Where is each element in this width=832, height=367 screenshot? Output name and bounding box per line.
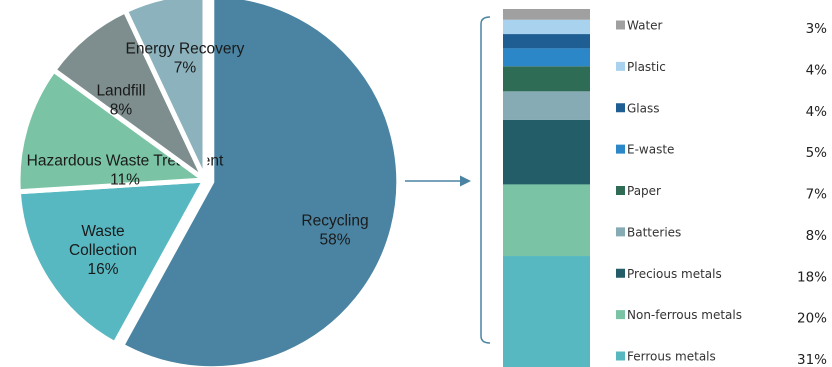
bar-segment-paper [503, 66, 590, 92]
legend-value-batteries: 8% [806, 228, 828, 244]
pie-label-line: 11% [110, 172, 140, 189]
bar-segment-e-waste [503, 48, 590, 67]
bar-segment-plastic [503, 19, 590, 35]
legend-label-non-ferrous-metals: Non-ferrous metals [627, 308, 742, 322]
legend-swatch-glass [616, 103, 625, 113]
legend-label-water: Water [627, 19, 663, 33]
legend-label-plastic: Plastic [627, 60, 666, 74]
pie-label-line: 16% [87, 261, 118, 278]
bar-segment-non-ferrous-metals [503, 184, 590, 257]
legend-label-batteries: Batteries [627, 225, 681, 239]
pie-slice-recycling [119, 0, 402, 367]
pie-slice-recycling-label: Recycling 58% [301, 213, 368, 249]
legend: Water 3% Plastic 4% Glass 4% E-waste 5% Paper 7% B… [616, 19, 827, 367]
pie-chart: Recycling 58%Waste Collection 16%Hazardous … [15, 0, 402, 367]
pie-label-line: Landfill [96, 83, 145, 100]
legend-value-glass: 4% [806, 104, 828, 120]
legend-swatch-water [616, 20, 625, 30]
pie-slice-waste-label: Waste Collection 16% [69, 223, 137, 278]
pie-slice-energy-recovery-label: Energy Recovery 7% [126, 41, 245, 77]
pie-label-line: Collection [69, 242, 137, 259]
legend-value-paper: 7% [806, 187, 828, 203]
legend-value-water: 3% [806, 21, 828, 37]
bracket [480, 16, 491, 344]
legend-value-precious-metals: 18% [797, 269, 827, 285]
legend-swatch-precious-metals [616, 268, 625, 278]
pie-label-line: Recycling [301, 213, 368, 230]
legend-value-ferrous-metals: 31% [797, 352, 827, 367]
pie-slice-energy-recovery [122, 0, 208, 183]
stacked-bar [503, 9, 590, 367]
arrow-head [460, 175, 471, 187]
pie-label-line: Energy Recovery [126, 41, 245, 58]
legend-label-paper: Paper [627, 184, 661, 198]
pie-label-line: 7% [174, 60, 197, 77]
legend-swatch-ferrous-metals [616, 351, 625, 361]
legend-swatch-plastic [616, 61, 625, 71]
legend-value-plastic: 4% [806, 62, 828, 78]
legend-label-glass: Glass [627, 101, 660, 115]
legend-value-non-ferrous-metals: 20% [797, 311, 827, 327]
legend-label-ferrous-metals: Ferrous metals [627, 350, 716, 364]
legend-swatch-e-waste [616, 144, 625, 154]
pie-slice-hazardous-waste-treatment [15, 67, 208, 195]
pie-slice-waste [15, 177, 208, 347]
bar-segment-precious-metals [503, 119, 590, 185]
pie-label-line: 58% [319, 232, 350, 249]
bar-segment-ferrous-metals [503, 256, 590, 367]
bar-segment-batteries [503, 91, 590, 120]
legend-value-e-waste: 5% [806, 145, 828, 161]
legend-swatch-paper [616, 186, 625, 195]
bar-segment-glass [503, 34, 590, 49]
bar-segment-water [503, 9, 590, 20]
pie-label-line: 8% [110, 102, 133, 119]
pie-slice-landfill-label: Landfill 8% [96, 83, 145, 119]
connector [405, 16, 491, 344]
legend-label-precious-metals: Precious metals [627, 267, 722, 281]
legend-label-e-waste: E-waste [627, 143, 674, 157]
pie-label-line: Waste [81, 223, 124, 240]
legend-swatch-non-ferrous-metals [616, 310, 625, 320]
legend-swatch-batteries [616, 227, 625, 237]
